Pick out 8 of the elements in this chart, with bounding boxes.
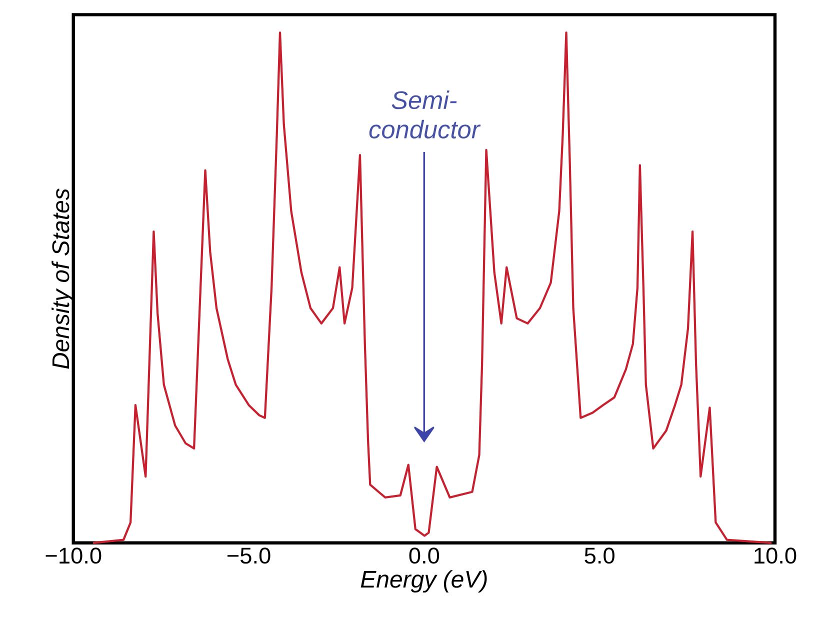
x-tick-label: 10.0 xyxy=(754,548,796,564)
x-axis-title: Energy (eV) xyxy=(360,570,487,593)
x-tick-label: −10.0 xyxy=(46,548,102,564)
x-tick-label: −5.0 xyxy=(228,548,270,564)
x-tick-label: 0.0 xyxy=(409,548,440,564)
x-tick-label: 5.0 xyxy=(584,548,614,564)
annotation: Semi-conductor xyxy=(369,90,481,139)
y-axis-title: Density of States xyxy=(52,188,74,369)
